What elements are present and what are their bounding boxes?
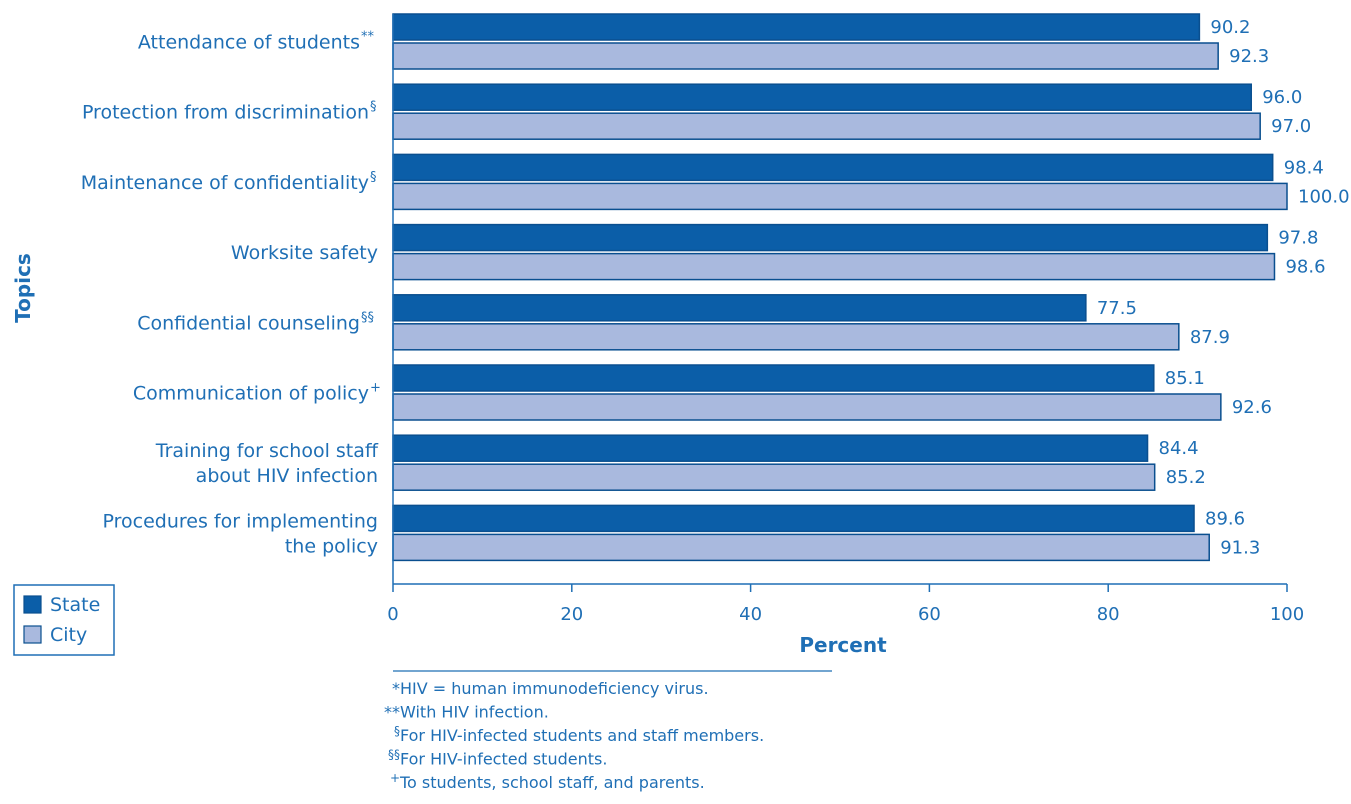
footnote-mark-1: ** [384, 703, 400, 722]
bar-city-3 [392, 252, 1276, 281]
category-mark-0: ** [361, 30, 375, 45]
value-label-state-6: 84.4 [1159, 438, 1199, 459]
category-label-7-line-0: Procedures for implementing [103, 510, 378, 532]
category-label-6-line-0: Training for school staff [155, 440, 379, 462]
category-mark-5: + [370, 381, 381, 396]
footnote-text-0: HIV = human immunodeficiency virus. [400, 679, 709, 698]
bar-state-2 [392, 153, 1274, 182]
footnote-text-1: With HIV infection. [400, 703, 549, 722]
category-label-2: Maintenance of confidentiality [81, 172, 369, 194]
x-tick-label-4: 80 [1097, 604, 1120, 625]
value-label-state-4: 77.5 [1097, 298, 1137, 319]
footnote-mark-0: * [392, 679, 400, 698]
x-tick-label-5: 100 [1270, 604, 1304, 625]
bar-state-4 [392, 294, 1087, 322]
value-label-city-4: 87.9 [1190, 327, 1230, 348]
bar-city-4 [392, 323, 1180, 351]
y-axis-title: Topics [11, 253, 35, 323]
footnote-text-2: For HIV-infected students and staff memb… [400, 726, 764, 745]
category-label-3: Worksite safety [231, 242, 378, 264]
footnote-mark-4: + [390, 771, 400, 785]
value-label-state-1: 96.0 [1262, 87, 1302, 108]
bar-state-7 [392, 504, 1195, 533]
legend-swatch-city [23, 625, 42, 644]
x-axis-title: Percent [799, 633, 887, 657]
value-label-city-1: 97.0 [1271, 116, 1311, 137]
value-label-city-0: 92.3 [1229, 46, 1269, 67]
value-label-city-7: 91.3 [1220, 537, 1260, 558]
footnote-text-3: For HIV-infected students. [400, 750, 607, 769]
category-label-1: Protection from discrimination [82, 102, 369, 124]
bar-state-6 [392, 434, 1149, 462]
bar-state-0 [392, 13, 1201, 41]
legend-label-city: City [50, 624, 87, 646]
category-mark-4: §§ [361, 310, 374, 325]
value-label-state-7: 89.6 [1205, 508, 1245, 529]
value-label-city-2: 100.0 [1298, 186, 1350, 207]
footnote-text-4: To students, school staff, and parents. [399, 773, 705, 792]
bar-state-1 [392, 83, 1252, 111]
value-label-state-3: 97.8 [1278, 228, 1318, 249]
value-label-state-5: 85.1 [1165, 368, 1205, 389]
x-tick-label-3: 60 [918, 604, 941, 625]
value-label-city-6: 85.2 [1166, 467, 1206, 488]
bar-city-0 [392, 42, 1219, 70]
category-label-7-line-1: the policy [285, 535, 378, 557]
legend-swatch-state [23, 595, 42, 614]
footnote-mark-2: § [394, 724, 400, 738]
x-tick-label-0: 0 [387, 604, 398, 625]
bar-city-5 [392, 393, 1222, 421]
x-tick-label-1: 20 [560, 604, 583, 625]
footnote-mark-3: §§ [388, 748, 400, 762]
bar-state-5 [392, 364, 1155, 392]
category-label-5: Communication of policy [133, 383, 369, 405]
category-label-0: Attendance of students [138, 32, 360, 54]
legend-label-state: State [50, 594, 100, 616]
bar-city-7 [392, 533, 1210, 562]
value-label-city-5: 92.6 [1232, 397, 1272, 418]
bar-city-1 [392, 112, 1261, 140]
x-tick-label-2: 40 [739, 604, 762, 625]
category-label-4: Confidential counseling [137, 312, 360, 334]
value-label-state-0: 90.2 [1210, 17, 1250, 38]
category-mark-2: § [370, 170, 377, 185]
value-label-state-2: 98.4 [1284, 157, 1324, 178]
bar-city-6 [392, 463, 1156, 491]
value-label-city-3: 98.6 [1285, 257, 1325, 278]
category-mark-1: § [370, 100, 377, 115]
category-label-6-line-1: about HIV infection [196, 465, 378, 487]
bar-city-2 [392, 182, 1288, 211]
bar-state-3 [392, 223, 1269, 252]
